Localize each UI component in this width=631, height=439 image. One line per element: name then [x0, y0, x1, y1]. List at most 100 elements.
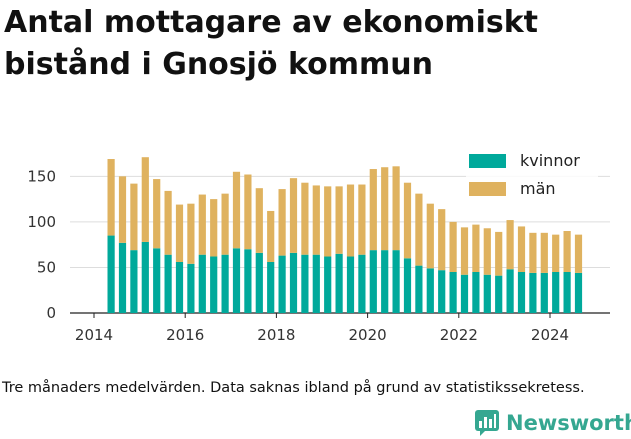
- bar-kvinnor: [426, 268, 434, 313]
- chart-caption: Tre månaders medelvärden. Data saknas ib…: [2, 380, 585, 396]
- x-tick-label: 2018: [257, 326, 295, 344]
- bar-kvinnor: [381, 250, 389, 313]
- bar-kvinnor: [312, 254, 320, 313]
- y-tick-label: 150: [27, 167, 56, 185]
- x-tick-label: 2016: [166, 326, 204, 344]
- bar-kvinnor: [392, 250, 400, 313]
- legend-label-kvinnor: kvinnor: [520, 151, 580, 170]
- y-tick-label: 100: [27, 213, 56, 231]
- bar-kvinnor: [449, 272, 457, 313]
- bar-kvinnor: [130, 250, 138, 313]
- bar-kvinnor: [358, 254, 366, 313]
- bar-kvinnor: [187, 263, 195, 313]
- bar-kvinnor: [301, 254, 309, 313]
- bar-män: [164, 190, 172, 255]
- bar-kvinnor: [118, 242, 127, 313]
- x-tick-label: 2020: [349, 326, 387, 344]
- bar-kvinnor: [483, 274, 491, 313]
- bar-kvinnor: [141, 241, 149, 313]
- bar-män: [301, 182, 309, 255]
- bar-kvinnor: [460, 274, 469, 313]
- bar-män: [267, 210, 275, 262]
- brand-logo: Newsworthy: [474, 407, 631, 439]
- bar-kvinnor: [267, 261, 275, 313]
- bar-kvinnor: [221, 254, 229, 313]
- bar-kvinnor: [346, 256, 355, 313]
- bar-kvinnor: [495, 275, 503, 313]
- bar-män: [369, 169, 377, 251]
- bar-män: [118, 176, 127, 243]
- bar-män: [175, 204, 184, 262]
- bar-män: [198, 194, 206, 255]
- bar-män: [529, 232, 537, 273]
- bar-kvinnor: [438, 270, 446, 313]
- bar-män: [403, 182, 412, 259]
- bar-kvinnor: [210, 256, 218, 313]
- bar-kvinnor: [153, 248, 161, 313]
- bar-män: [540, 232, 548, 273]
- x-axis: 2014 2016 2018 2020 2022 2024: [75, 313, 569, 344]
- y-axis: 0 50 100 150: [27, 167, 56, 322]
- bar-kvinnor: [164, 254, 172, 313]
- bar-män: [460, 227, 469, 275]
- chart-title: Antal mottagare av ekonomiskt bistånd i …: [4, 5, 538, 82]
- bar-kvinnor: [335, 253, 343, 313]
- bar-kvinnor: [232, 248, 241, 313]
- bar-kvinnor: [552, 272, 560, 313]
- bar-män: [232, 171, 241, 249]
- bar-män: [324, 186, 332, 257]
- bar-män: [255, 188, 263, 253]
- bar-män: [141, 157, 149, 242]
- y-tick-label: 0: [46, 304, 56, 322]
- stacked-bar-chart: 2014 2016 2018 2020 2022 2024 0 50 100 150 kvinn…: [27, 147, 610, 344]
- bar-män: [517, 226, 526, 272]
- bar-män: [312, 185, 320, 255]
- bar-män: [221, 193, 229, 255]
- bar-män: [107, 159, 115, 236]
- bar-kvinnor: [415, 265, 423, 313]
- bar-män: [506, 220, 514, 270]
- bar-kvinnor: [278, 255, 286, 313]
- bar-män: [449, 221, 457, 272]
- bar-män: [346, 184, 355, 257]
- bars: [107, 157, 583, 313]
- bar-kvinnor: [198, 254, 206, 313]
- bar-män: [153, 179, 161, 249]
- bar-kvinnor: [540, 272, 548, 313]
- bar-kvinnor: [563, 272, 571, 313]
- bar-kvinnor: [403, 258, 412, 313]
- x-tick-label: 2024: [531, 326, 569, 344]
- bar-män: [187, 203, 195, 264]
- bar-män: [438, 209, 446, 271]
- bar-män: [278, 189, 286, 256]
- newsworthy-logo-icon: [475, 410, 499, 436]
- x-tick-label: 2014: [75, 326, 113, 344]
- bar-kvinnor: [175, 261, 184, 313]
- bar-kvinnor: [529, 272, 537, 313]
- legend: kvinnor män: [466, 147, 598, 203]
- bar-män: [210, 199, 218, 257]
- bar-män: [563, 231, 571, 272]
- bar-män: [381, 167, 389, 251]
- bar-män: [552, 234, 560, 272]
- bar-kvinnor: [369, 250, 377, 313]
- bar-kvinnor: [255, 252, 263, 313]
- bar-kvinnor: [324, 256, 332, 313]
- bar-män: [335, 186, 343, 254]
- bar-kvinnor: [517, 272, 526, 313]
- legend-swatch-kvinnor: [469, 154, 506, 168]
- bar-män: [472, 224, 480, 272]
- bar-kvinnor: [107, 235, 115, 313]
- x-tick-label: 2022: [440, 326, 478, 344]
- bar-män: [392, 166, 400, 251]
- bar-män: [289, 178, 298, 253]
- bar-män: [358, 184, 366, 255]
- bar-män: [244, 174, 252, 250]
- bar-män: [483, 228, 491, 275]
- bar-män: [426, 203, 434, 269]
- bar-kvinnor: [472, 272, 480, 313]
- bar-män: [415, 193, 423, 266]
- legend-label-män: män: [520, 179, 556, 198]
- bar-män: [495, 231, 503, 276]
- bar-män: [130, 183, 138, 251]
